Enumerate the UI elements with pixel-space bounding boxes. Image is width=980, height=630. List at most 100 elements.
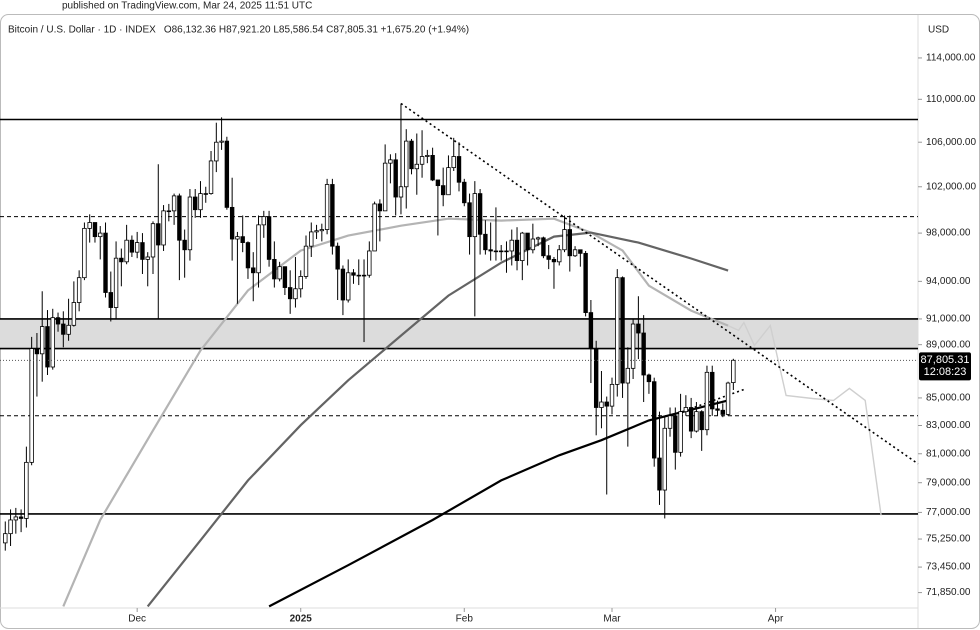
candle-body: [266, 216, 272, 260]
candle-body: [309, 231, 314, 247]
candle-body: [535, 237, 541, 240]
candle-body: [129, 239, 135, 253]
candle-body: [430, 154, 435, 181]
candle-body: [472, 193, 478, 238]
candle-body: [462, 181, 467, 204]
candle-body: [477, 193, 483, 235]
last-price-label: 87,805.31: [921, 354, 970, 366]
candle-body: [409, 140, 414, 170]
candle-body: [652, 381, 657, 459]
y-tick-label: 77,000.00: [926, 507, 971, 518]
candle-body: [261, 216, 266, 226]
candle-body: [499, 250, 504, 253]
y-tick-label: 114,000.00: [926, 53, 976, 64]
candle-body: [667, 415, 673, 429]
candle-body: [641, 332, 646, 376]
candle-body: [683, 407, 689, 413]
candle-body: [193, 196, 198, 211]
candle-body: [398, 186, 404, 198]
candle-body: [145, 256, 150, 260]
candle-body: [150, 223, 156, 258]
candle-body: [493, 250, 499, 253]
candle-body: [620, 277, 625, 384]
candle-body: [251, 267, 256, 274]
candle-body: [419, 156, 425, 165]
candle-body: [467, 202, 472, 238]
candle-body: [177, 195, 182, 241]
candle-body: [134, 242, 140, 253]
candle-body: [530, 238, 536, 251]
candle-body: [335, 245, 340, 270]
x-tick-label: Dec: [128, 614, 146, 625]
candle-body: [71, 302, 77, 326]
candle-body: [29, 348, 34, 463]
candle-body: [50, 317, 55, 368]
candle-body: [578, 249, 583, 254]
candle-body: [520, 232, 525, 262]
candle-body: [55, 317, 61, 325]
candle-body: [725, 382, 731, 415]
candle-body: [678, 411, 683, 453]
y-tick-label: 83,000.00: [926, 420, 971, 431]
candle-body: [562, 229, 567, 251]
candle-body: [340, 268, 346, 301]
candle-body: [314, 230, 319, 233]
moving-average: [268, 399, 729, 608]
candle-body: [694, 411, 699, 432]
candle-body: [557, 249, 562, 263]
candle-body: [382, 162, 388, 212]
candle-body: [140, 242, 145, 260]
candle-body: [356, 274, 361, 277]
candle-body: [98, 232, 103, 238]
symbol-title: Bitcoin / U.S. Dollar · 1D · INDEX: [8, 25, 156, 36]
candle-body: [187, 196, 193, 251]
candle-body: [377, 203, 383, 212]
candle-body: [18, 516, 24, 519]
candle-body: [108, 292, 113, 308]
countdown: 12:08:23: [924, 366, 967, 378]
candle-body: [715, 408, 720, 411]
candle-body: [704, 371, 710, 431]
x-tick-label: Apr: [768, 614, 784, 625]
candle-body: [551, 258, 557, 263]
candle-body: [440, 185, 446, 196]
candle-body: [609, 383, 615, 407]
candle-body: [92, 222, 98, 238]
candle-body: [720, 409, 725, 415]
candle-body: [625, 367, 631, 384]
candle-body: [646, 374, 652, 383]
y-tick-label: 73,450.00: [926, 562, 971, 573]
candle-body: [182, 239, 187, 251]
candle-body: [456, 156, 462, 183]
candle-body: [372, 203, 377, 252]
candle-body: [161, 210, 166, 246]
candle-body: [451, 156, 456, 169]
moving-average: [146, 231, 729, 608]
ohlc-readout: O86,132.36 H87,921.20 L85,586.54 C87,805…: [164, 25, 469, 36]
candle-body: [367, 250, 372, 276]
candle-body: [446, 167, 451, 196]
candle-body: [13, 516, 19, 521]
candle-body: [657, 457, 662, 491]
candle-body: [45, 326, 50, 368]
candle-body: [224, 140, 230, 208]
candle-body: [82, 227, 87, 279]
zone: [0, 318, 918, 349]
candle-body: [240, 236, 245, 243]
candle-body: [710, 371, 715, 410]
candle-body: [388, 159, 393, 164]
candle-body: [483, 233, 488, 251]
candle-body: [525, 232, 530, 251]
candle-body: [351, 272, 356, 276]
y-tick-label: 102,000.00: [926, 181, 976, 192]
y-tick-label: 75,250.00: [926, 534, 971, 545]
candle-body: [166, 210, 172, 213]
candle-body: [330, 184, 335, 247]
candle-body: [572, 249, 578, 257]
candle-body: [425, 154, 430, 157]
y-tick-label: 85,000.00: [926, 393, 971, 404]
y-tick-label: 79,000.00: [926, 477, 971, 488]
candle-body: [630, 323, 636, 369]
y-tick-label: 89,000.00: [926, 339, 971, 350]
